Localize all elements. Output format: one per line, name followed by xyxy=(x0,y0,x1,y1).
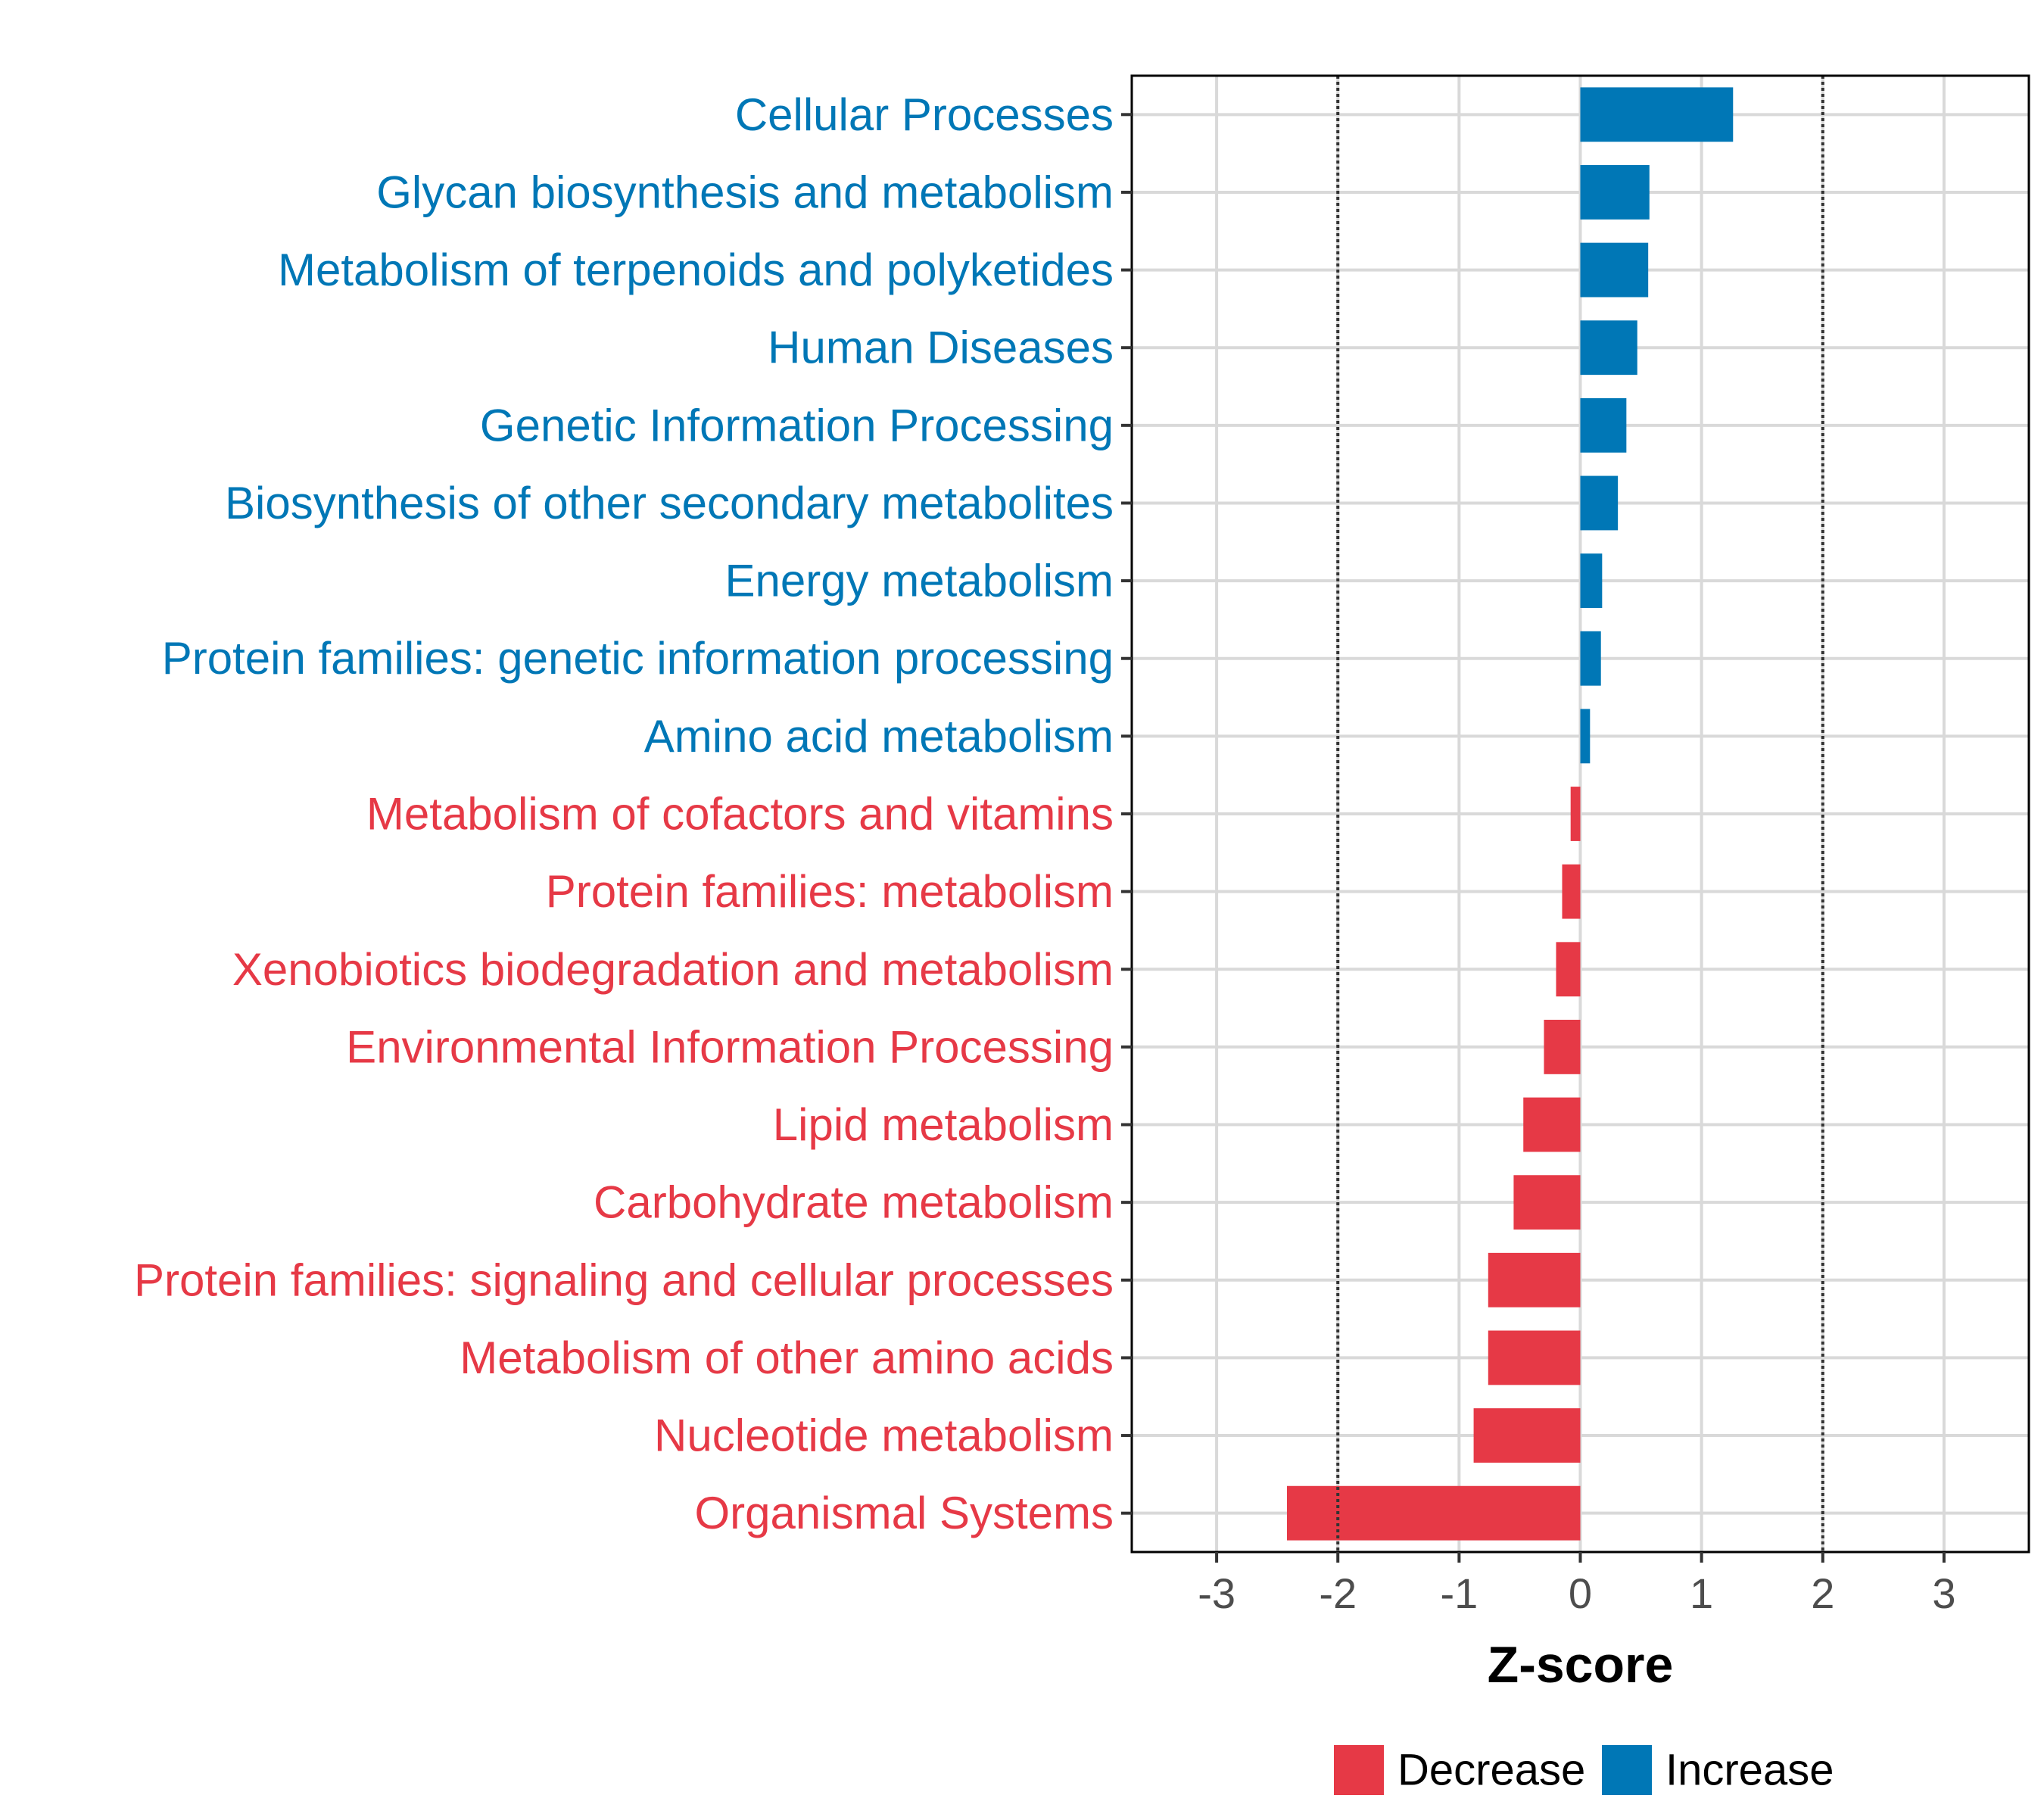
y-labels-layer: Cellular Processes Glycan biosynthesis an… xyxy=(134,89,1114,1538)
category-label: Metabolism of cofactors and vitamins xyxy=(366,789,1114,840)
category-label: Xenobiotics biodegradation and metabolis… xyxy=(232,944,1114,995)
bar xyxy=(1580,475,1619,531)
bar xyxy=(1562,864,1581,919)
category-label: Biosynthesis of other secondary metaboli… xyxy=(225,478,1114,528)
x-tick-label: 1 xyxy=(1690,1569,1713,1617)
x-tick-label: -3 xyxy=(1198,1569,1235,1617)
bar xyxy=(1488,1252,1581,1307)
category-label: Energy metabolism xyxy=(724,556,1114,606)
category-label: Cellular Processes xyxy=(735,89,1114,140)
x-tick-label: -2 xyxy=(1319,1569,1357,1617)
category-label: Carbohydrate metabolism xyxy=(594,1177,1114,1228)
legend-label-increase: Increase xyxy=(1665,1746,1834,1795)
category-label: Human Diseases xyxy=(768,323,1114,373)
bar xyxy=(1580,165,1650,220)
bar xyxy=(1544,1019,1581,1074)
bar xyxy=(1513,1175,1581,1230)
category-label: Glycan biosynthesis and metabolism xyxy=(376,167,1114,217)
x-ticks-layer: -3 -2 -1 0 1 2 3 xyxy=(1198,1552,1955,1617)
bar xyxy=(1473,1408,1581,1463)
bar xyxy=(1523,1097,1581,1152)
bar xyxy=(1580,709,1591,764)
bar xyxy=(1580,631,1601,686)
legend-label-decrease: Decrease xyxy=(1397,1746,1585,1795)
bar xyxy=(1580,320,1637,376)
bar xyxy=(1488,1330,1581,1385)
category-label: Protein families: genetic information pr… xyxy=(162,633,1114,684)
x-tick-label: 0 xyxy=(1569,1569,1592,1617)
category-label: Protein families: metabolism xyxy=(546,866,1114,917)
legend: Decrease Increase xyxy=(1334,1745,1834,1795)
category-label: Genetic Information Processing xyxy=(480,400,1114,450)
category-label: Metabolism of other amino acids xyxy=(460,1332,1114,1383)
bars-layer xyxy=(1286,87,1734,1541)
legend-swatch-increase xyxy=(1602,1745,1652,1795)
category-label: Organismal Systems xyxy=(695,1488,1114,1538)
category-label: Lipid metabolism xyxy=(773,1099,1114,1150)
x-axis-title: Z-score xyxy=(1488,1636,1674,1694)
bar xyxy=(1580,397,1627,453)
legend-swatch-decrease xyxy=(1334,1745,1384,1795)
category-label: Protein families: signaling and cellular… xyxy=(134,1254,1114,1305)
bar xyxy=(1580,87,1734,142)
category-label: Amino acid metabolism xyxy=(644,711,1114,762)
bar xyxy=(1556,942,1581,997)
bar xyxy=(1570,787,1581,841)
reference-lines-layer xyxy=(1336,76,1824,1552)
bar xyxy=(1580,242,1649,298)
y-ticks-layer xyxy=(1121,113,1132,1515)
x-tick-label: 2 xyxy=(1811,1569,1834,1617)
x-tick-label: 3 xyxy=(1932,1569,1955,1617)
bar xyxy=(1580,553,1603,609)
category-label: Environmental Information Processing xyxy=(346,1021,1114,1072)
x-tick-label: -1 xyxy=(1440,1569,1478,1617)
category-label: Metabolism of terpenoids and polyketides xyxy=(278,245,1114,295)
category-label: Nucleotide metabolism xyxy=(654,1410,1114,1461)
bar xyxy=(1286,1485,1581,1541)
